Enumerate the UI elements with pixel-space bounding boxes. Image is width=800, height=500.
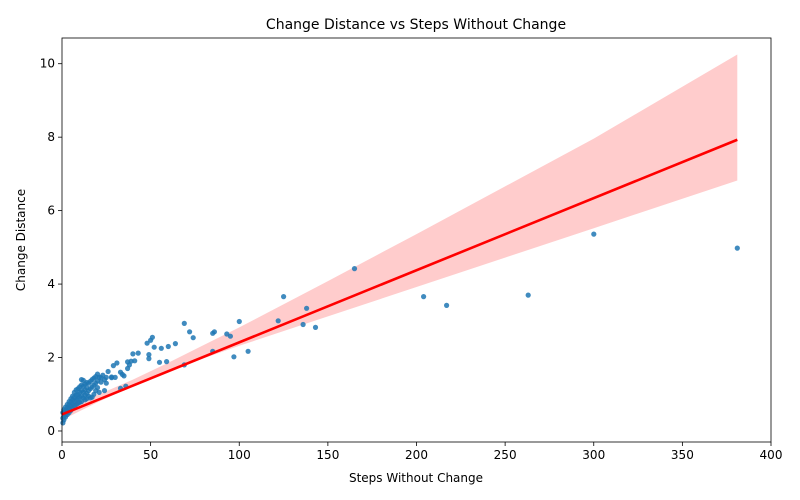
data-point bbox=[130, 351, 136, 357]
data-point bbox=[525, 292, 531, 298]
data-point bbox=[148, 337, 154, 343]
data-point bbox=[734, 245, 740, 251]
y-tick-label: 0 bbox=[47, 424, 55, 438]
regression-line-layer bbox=[61, 138, 738, 416]
data-point bbox=[109, 375, 115, 381]
data-point bbox=[591, 231, 597, 237]
x-ticks: 0 50 100 150 200 250 300 350 400 bbox=[58, 442, 782, 462]
x-tick-label: 250 bbox=[494, 448, 517, 462]
data-point bbox=[146, 352, 152, 358]
data-point bbox=[300, 321, 306, 328]
y-tick-label: 8 bbox=[47, 130, 55, 144]
y-tick-label: 4 bbox=[47, 277, 55, 291]
x-tick-label: 400 bbox=[760, 448, 783, 462]
data-point bbox=[101, 388, 108, 394]
data-point bbox=[164, 359, 170, 365]
points-layer bbox=[60, 231, 740, 426]
chart-title: Change Distance vs Steps Without Change bbox=[266, 17, 566, 33]
x-tick-label: 150 bbox=[316, 448, 339, 462]
regression-line bbox=[61, 138, 738, 416]
data-point bbox=[151, 344, 157, 350]
y-ticks: 0 2 4 6 8 10 bbox=[40, 57, 62, 438]
data-point bbox=[304, 305, 310, 311]
data-point bbox=[190, 335, 196, 341]
data-point bbox=[158, 345, 164, 351]
data-point bbox=[444, 302, 450, 308]
data-point bbox=[125, 359, 131, 365]
data-point bbox=[236, 318, 242, 325]
data-point bbox=[156, 359, 163, 365]
data-point bbox=[60, 415, 66, 421]
data-point bbox=[245, 348, 251, 354]
y-axis-label: Change Distance bbox=[14, 189, 28, 291]
x-tick-label: 0 bbox=[58, 448, 66, 462]
y-tick-label: 6 bbox=[47, 204, 55, 218]
data-point bbox=[351, 266, 358, 272]
x-tick-label: 50 bbox=[143, 448, 158, 462]
x-tick-label: 200 bbox=[405, 448, 428, 462]
data-point bbox=[144, 340, 150, 346]
data-point bbox=[165, 343, 171, 350]
data-point bbox=[210, 330, 216, 336]
data-point bbox=[231, 354, 237, 360]
data-point bbox=[125, 365, 131, 372]
data-point bbox=[421, 294, 427, 300]
data-point bbox=[187, 329, 193, 335]
data-point bbox=[78, 377, 85, 383]
data-point bbox=[172, 341, 178, 347]
y-tick-label: 2 bbox=[47, 351, 55, 365]
confidence-band-layer bbox=[62, 54, 738, 420]
data-point bbox=[281, 294, 287, 300]
data-point bbox=[110, 363, 116, 369]
x-axis-label: Steps Without Change bbox=[349, 471, 483, 485]
data-point bbox=[275, 318, 281, 324]
x-tick-label: 350 bbox=[671, 448, 694, 462]
x-tick-label: 100 bbox=[228, 448, 251, 462]
y-tick-label: 10 bbox=[40, 57, 55, 71]
data-point bbox=[117, 369, 124, 375]
data-point bbox=[312, 324, 319, 330]
data-point bbox=[146, 356, 152, 362]
data-point bbox=[105, 368, 111, 375]
data-point bbox=[60, 420, 66, 426]
data-point bbox=[224, 331, 230, 337]
confidence-band bbox=[62, 54, 738, 420]
data-point bbox=[181, 320, 187, 326]
data-point bbox=[135, 350, 141, 356]
x-tick-label: 300 bbox=[582, 448, 605, 462]
